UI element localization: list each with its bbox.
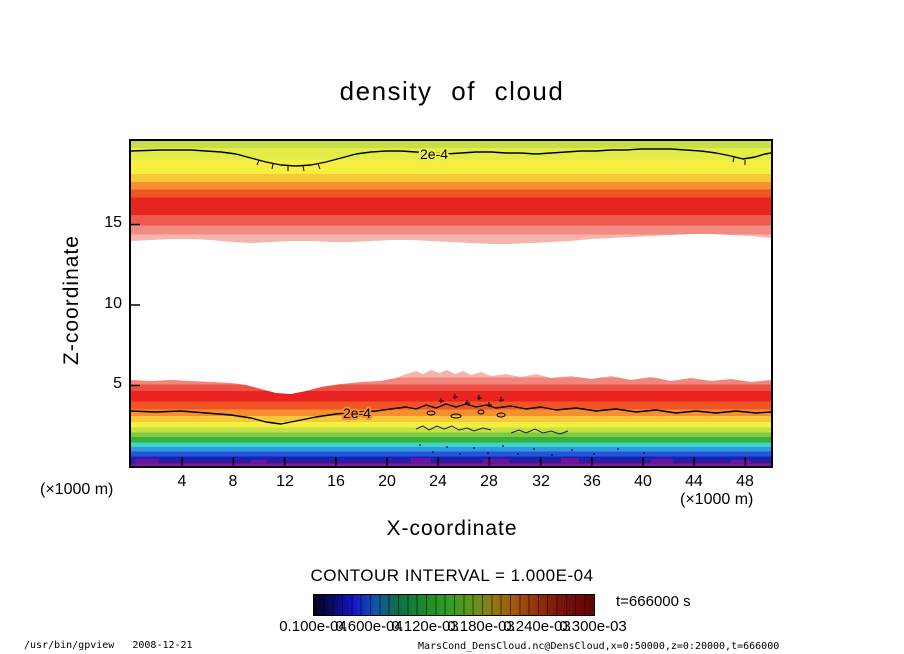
upper-contour-hatches [256,156,746,172]
noisy-contour-cluster [415,394,569,435]
x-axis-label: X-coordinate [386,517,518,540]
colorbar-labels: 0.100e-04 0.600e-04 0.120e-03 0.180e-03 … [279,618,627,636]
x-tick-8: 8 [228,473,238,490]
time-label: t=666000 s [616,593,691,610]
lower-contour-label: 2e-4 [343,405,371,421]
x-tick-44: 44 [685,473,703,490]
y-axis-ticks [131,223,140,387]
upper-cloud-band [131,141,771,244]
colorbar-label-0: 0.100e-04 [279,618,347,635]
lower-contour-line [131,403,771,425]
lower-cloud-band [131,370,771,466]
footer-file-info: MarsCond_DensCloud.nc@DensCloud,x=0:5000… [418,641,780,652]
footer-program-info: /usr/bin/gpview 2008-12-21 [24,640,193,651]
colorbar-label-1: 0.600e-04 [335,618,403,635]
page-title: density of cloud [339,76,565,106]
colorbar-label-3: 0.180e-03 [447,618,515,635]
plot-area: 2e-4 2e-4 [129,139,773,468]
x-tick-12: 12 [276,473,294,490]
y-tick-5: 5 [113,375,122,392]
upper-contour-label: 2e-4 [420,146,448,162]
x-tick-32: 32 [532,473,550,490]
surface-noise-speckles [419,444,645,456]
surface-purple-blobs [135,458,751,464]
x-tick-20: 20 [378,473,396,490]
x-tick-48: 48 [736,473,754,490]
contour-interval-text: CONTOUR INTERVAL = 1.000E-04 [310,566,594,585]
x-axis-unit-label: (×1000 m) [680,491,754,508]
x-axis-ticks [181,457,747,466]
y-axis-unit-label: (×1000 m) [40,481,114,498]
colorbar-label-2: 0.120e-03 [391,618,459,635]
colorbar-label-5: 0.300e-03 [559,618,627,635]
y-axis-label: Z-coordinate [60,235,83,365]
contour-plot: 2e-4 2e-4 [131,141,771,466]
x-tick-36: 36 [583,473,601,490]
x-tick-28: 28 [480,473,498,490]
x-tick-4: 4 [177,473,187,490]
x-tick-24: 24 [429,473,447,490]
upper-contour-line [131,148,771,167]
colorbar [313,594,595,616]
y-tick-10: 10 [104,295,122,312]
x-tick-16: 16 [327,473,345,490]
x-tick-40: 40 [634,473,652,490]
y-tick-15: 15 [104,214,122,231]
colorbar-label-4: 0.240e-03 [503,618,571,635]
